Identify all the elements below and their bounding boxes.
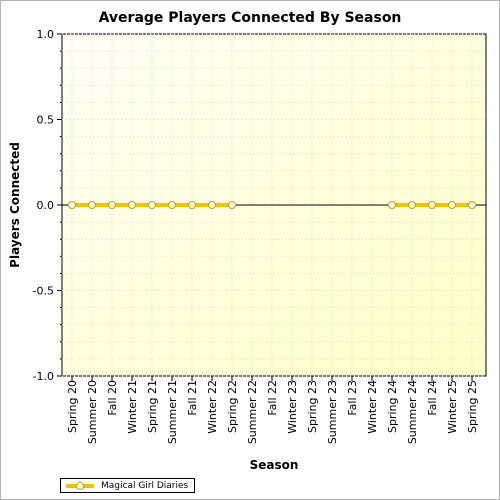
x-tick-label: Summer 24 xyxy=(406,380,419,444)
data-point xyxy=(108,201,116,209)
data-point xyxy=(128,201,136,209)
x-tick-label: Winter 22 xyxy=(206,380,219,434)
axes: 1.0 0.5 0.0 -0.5 -1.0 Spring 20 Summer 20 Fall … xyxy=(33,28,479,444)
y-tick-label: 0.5 xyxy=(37,114,55,127)
data-point xyxy=(188,201,196,209)
x-tick-label: Spring 21 xyxy=(146,380,159,433)
x-axis-title: Season xyxy=(250,458,299,472)
x-tick-label: Summer 21 xyxy=(166,380,179,444)
legend-label: Magical Girl Diaries xyxy=(101,480,189,491)
y-tick-label: 0.0 xyxy=(37,199,55,212)
x-tick-label: Fall 24 xyxy=(426,380,439,416)
y-tick-label: 1.0 xyxy=(37,28,55,41)
x-tick-label: Summer 23 xyxy=(326,380,339,444)
x-tick-label: Summer 22 xyxy=(246,380,259,444)
data-point xyxy=(168,201,176,209)
legend-swatch xyxy=(66,481,94,490)
x-tick-label: Fall 23 xyxy=(346,380,359,416)
data-point xyxy=(208,201,216,209)
series-magical-girl-diaries xyxy=(68,201,476,209)
y-axis-title: Players Connected xyxy=(8,142,22,268)
x-tick-label: Spring 22 xyxy=(226,380,239,433)
data-point xyxy=(448,201,456,209)
y-tick-label: -0.5 xyxy=(33,285,54,298)
x-tick-label: Fall 20 xyxy=(106,380,119,416)
x-tick-label: Fall 21 xyxy=(186,380,199,416)
gridlines xyxy=(62,33,486,377)
data-point xyxy=(468,201,476,209)
x-tick-label: Winter 21 xyxy=(126,380,139,434)
data-point xyxy=(388,201,396,209)
x-tick-label: Summer 20 xyxy=(86,380,99,444)
x-tick-label: Spring 25 xyxy=(466,380,479,433)
x-tick-label: Spring 23 xyxy=(306,380,319,433)
x-tick-label: Winter 24 xyxy=(366,380,379,434)
x-tick-label: Winter 23 xyxy=(286,380,299,434)
data-point xyxy=(148,201,156,209)
chart-title: Average Players Connected By Season xyxy=(99,10,402,26)
x-tick-label: Winter 25 xyxy=(446,380,459,434)
legend: Magical Girl Diaries xyxy=(60,478,196,493)
x-tick-label: Fall 22 xyxy=(266,380,279,416)
x-tick-label: Spring 24 xyxy=(386,380,399,433)
data-point xyxy=(408,201,416,209)
data-point xyxy=(428,201,436,209)
data-point xyxy=(88,201,96,209)
x-tick-label: Spring 20 xyxy=(66,380,79,433)
data-point xyxy=(68,201,76,209)
data-point xyxy=(228,201,236,209)
y-tick-label: -1.0 xyxy=(33,370,54,383)
